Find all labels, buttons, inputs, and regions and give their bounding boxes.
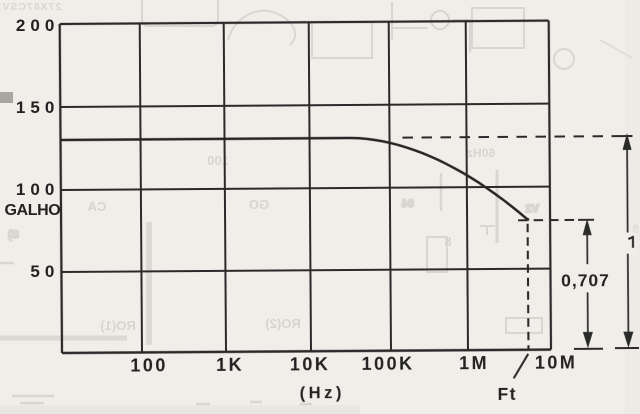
svg-text:200: 200: [16, 16, 59, 35]
svg-text:RO(2): RO(2): [265, 316, 300, 331]
svg-text:(Hz): (Hz): [300, 384, 345, 402]
svg-text:1K: 1K: [216, 355, 244, 375]
svg-text:Ft: Ft: [497, 384, 517, 404]
svg-text:100K: 100K: [361, 354, 414, 374]
svg-text:04: 04: [401, 198, 414, 210]
svg-text:GALHO: GALHO: [5, 202, 61, 219]
svg-text:RO(1): RO(1): [100, 318, 135, 333]
svg-text:V2: V2: [526, 203, 539, 215]
svg-text:1M: 1M: [459, 353, 489, 373]
svg-text:100: 100: [207, 153, 229, 168]
svg-text:50: 50: [30, 262, 59, 281]
svg-text:8: 8: [444, 234, 451, 249]
svg-text:100: 100: [16, 180, 59, 199]
svg-text:(S: (S: [8, 229, 19, 241]
svg-text:60Hz: 60Hz: [467, 146, 495, 160]
svg-text:100: 100: [130, 355, 168, 375]
svg-text:0,707: 0,707: [561, 270, 610, 290]
svg-text:10K: 10K: [290, 354, 331, 374]
svg-text:CA: CA: [87, 199, 106, 214]
svg-text:27X87CSV1: 27X87CSV1: [0, 1, 61, 13]
svg-text:150: 150: [16, 98, 59, 117]
svg-text:R8: R8: [632, 222, 640, 236]
svg-text:10M: 10M: [535, 352, 578, 372]
svg-text:GO: GO: [249, 197, 269, 212]
